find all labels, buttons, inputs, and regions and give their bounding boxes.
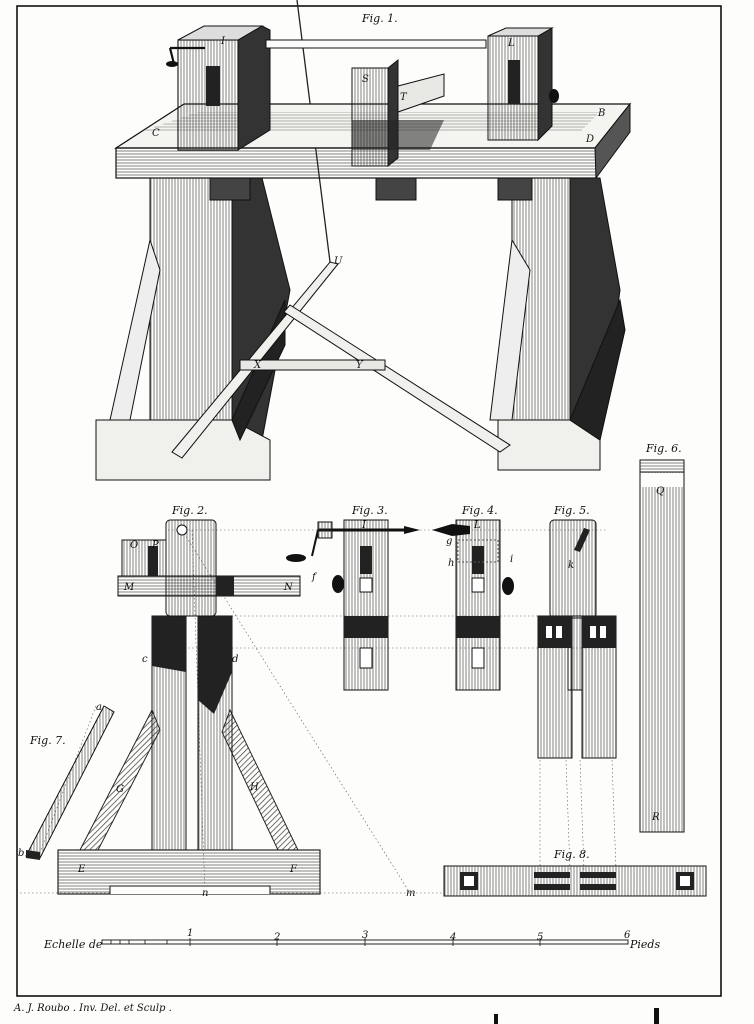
fig5-label: Fig. 5. (553, 504, 590, 517)
scale-bar: Echelle de 1 2 3 4 5 6 Pieds (43, 928, 660, 951)
fig7-letter-a: a (96, 702, 102, 713)
fig1-letter-x: X (253, 360, 262, 371)
fig1-label: Fig. 1. (361, 12, 398, 25)
fig3-left-poppet: I f Fig. 3. (286, 504, 420, 691)
fig4-letter-h: h (448, 558, 454, 569)
fig1-letter-d: D (585, 134, 594, 145)
fig5-letter-k: k (568, 560, 574, 571)
scale-tick-4: 4 (449, 932, 456, 943)
fig4-letter-l: L (473, 520, 481, 531)
fig4-label: Fig. 4. (461, 504, 498, 517)
fig3-letter-i: I (361, 520, 367, 531)
fig7-letter-b: b (18, 848, 24, 859)
fig1-letter-s: S (362, 74, 369, 85)
fig1-letter-c: C (152, 128, 160, 139)
fig6-letter-r: R (651, 812, 660, 823)
scale-tick-6: 6 (624, 930, 631, 941)
fig8-plan-view: Fig. 8. (443, 848, 707, 897)
fig7-label: Fig. 7. (29, 734, 66, 747)
fig4-letter-g: g (446, 536, 452, 547)
print-mark (654, 1008, 659, 1024)
fig1-letter-u: U (334, 256, 343, 267)
fig2-letter-h: H (249, 782, 259, 793)
fig2-letter-c: c (142, 654, 148, 665)
print-mark (494, 1014, 498, 1024)
fig2-letter-f: F (289, 864, 298, 875)
scale-unit: Pieds (629, 938, 660, 951)
fig1-lathe-perspective: I L S T C B D U X Y Fig. 1. (95, 0, 632, 481)
fig6-label: Fig. 6. (645, 442, 682, 455)
fig2-letter-m-lower: m (406, 888, 415, 899)
scale-tick-5: 5 (537, 932, 543, 943)
fig4-right-poppet: L g h i Fig. 4. (432, 504, 514, 691)
fig2-letter-e: E (77, 864, 86, 875)
fig2-letter-d: d (232, 654, 238, 665)
fig2-elevation: O P M N c d G H E F n m Fig. 2. (57, 504, 415, 899)
fig2-label: Fig. 2. (171, 504, 208, 517)
fig1-letter-i: I (220, 36, 226, 47)
fig2-letter-p: P (151, 540, 159, 551)
fig2-letter-n-lower: n (202, 888, 208, 899)
fig4-letter-i: i (510, 554, 513, 565)
fig6-bed-plank: Q R Fig. 6. (639, 442, 685, 833)
fig1-letter-b: B (597, 108, 605, 119)
fig2-letter-o: O (130, 540, 138, 551)
fig7-brace: a b Fig. 7. (18, 702, 115, 860)
fig1-letter-l: L (507, 38, 515, 49)
scale-prefix: Echelle de (43, 938, 103, 951)
engraver-credit: A. J. Roubo . Inv. Del. et Sculp . (14, 1003, 172, 1014)
fig6-letter-q: Q (656, 486, 664, 497)
fig3-label: Fig. 3. (351, 504, 388, 517)
fig5-upright: k Fig. 5. (537, 504, 617, 759)
plate-border (16, 5, 722, 997)
fig3-letter-f: f (311, 572, 318, 583)
scale-tick-1: 1 (187, 928, 193, 939)
fig2-letter-n: N (283, 582, 294, 593)
scale-tick-2: 2 (273, 932, 280, 943)
scale-tick-3: 3 (362, 930, 368, 941)
fig1-letter-t: T (400, 92, 408, 103)
fig8-label: Fig. 8. (553, 848, 590, 861)
fig1-letter-y: Y (356, 360, 364, 371)
fig2-letter-m: M (123, 582, 135, 593)
fig2-letter-g: G (116, 784, 124, 795)
